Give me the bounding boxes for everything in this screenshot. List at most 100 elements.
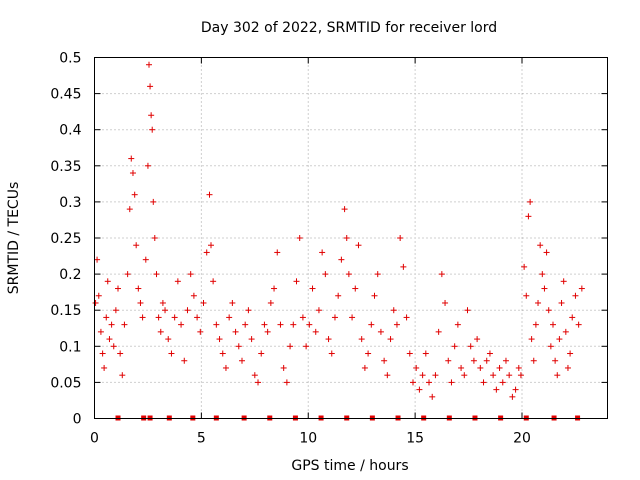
y-tick-label: 0.2 [59,267,81,283]
data-point [454,321,461,328]
data-point [578,285,585,292]
data-point [283,379,290,386]
data-point [575,321,582,328]
data-point [517,372,524,379]
data-point [502,357,509,364]
data-point [155,314,162,321]
y-tick-label: 0.15 [50,303,81,319]
data-point [162,307,169,314]
data-point [248,336,255,343]
data-point [486,350,493,357]
x-axis-label: GPS time / hours [291,458,408,474]
data-point [490,372,497,379]
data-point [159,299,166,306]
data-point [187,271,194,278]
data-point [343,235,350,241]
data-point [146,61,153,68]
data-point [564,364,571,371]
data-point [207,242,214,249]
data-point [409,379,416,386]
y-tick-label: 0.5 [59,51,81,67]
data-point [312,328,319,335]
data-point [129,170,136,177]
data-point [562,328,569,335]
data-point [157,328,164,335]
data-point [200,299,207,306]
data-point [530,357,537,364]
data-point [168,350,175,357]
data-point [400,263,407,270]
data-point [115,285,122,292]
data-point [274,249,281,256]
data-point [413,364,420,371]
data-point [290,321,297,328]
data-point [271,285,278,292]
data-point [432,372,439,379]
data-point [242,321,249,328]
data-point [458,364,465,371]
data-point [206,191,213,198]
data-point [153,271,160,278]
data-point [560,278,567,285]
data-point [521,263,528,270]
data-point [287,343,294,350]
data-point [315,307,322,314]
data-point [506,372,513,379]
data-point [349,314,356,321]
x-tick-label: 15 [406,431,424,447]
data-point [119,372,126,379]
chart-title: Day 302 of 2022, SRMTID for receiver lor… [201,20,497,36]
data-point [309,285,316,292]
data-point [416,386,423,393]
data-point [496,364,503,371]
data-point [422,350,429,357]
data-point [493,386,500,393]
data-point [429,393,436,400]
data-point [480,379,487,386]
data-point [181,357,188,364]
data-point [277,321,284,328]
data-point [261,321,268,328]
data-point [499,379,506,386]
data-point [108,321,115,328]
data-point [554,372,561,379]
y-tick-label: 0.05 [50,375,81,391]
data-point [258,350,265,357]
data-point [569,314,576,321]
data-point [303,343,310,350]
data-point [255,379,262,386]
data-point [525,213,532,220]
x-tick-label: 10 [299,431,317,447]
data-point [483,357,490,364]
data-point [549,321,556,328]
data-point [515,364,522,371]
data-point [148,112,155,119]
data-point [216,336,223,343]
data-point [448,379,455,386]
data-point [280,364,287,371]
y-tick-label: 0.45 [50,87,81,103]
data-point [95,292,102,299]
data-point [374,271,381,278]
data-point [419,372,426,379]
data-point [213,321,220,328]
data-point [528,336,535,343]
y-tick-label: 0 [73,412,82,428]
data-point [245,307,252,314]
x-tick-labels: 0 5 10 15 20 [90,431,531,447]
data-point [567,350,574,357]
data-point [144,162,151,169]
data-point [474,336,481,343]
data-point [352,285,359,292]
data-point [264,328,271,335]
data-point [477,364,484,371]
data-point [222,364,229,371]
data-point [335,292,342,299]
data-point [267,299,274,306]
data-point [293,278,300,285]
data-point [512,386,519,393]
data-point [552,357,559,364]
data-point [150,198,157,205]
data-point [445,357,452,364]
